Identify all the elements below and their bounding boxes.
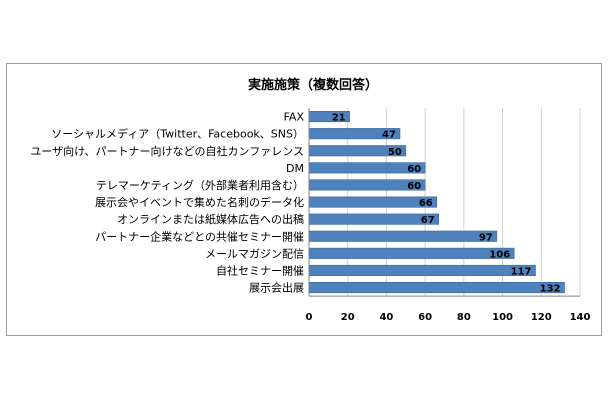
category-label: メールマガジン配信: [205, 247, 304, 260]
category-label: 自社セミナー開催: [216, 263, 304, 277]
data-label: 97: [479, 232, 493, 243]
data-label: 47: [382, 130, 396, 141]
x-tick-label: 140: [570, 312, 591, 323]
data-label: 60: [407, 181, 421, 192]
x-tick-label: 100: [492, 312, 513, 323]
category-label: ソーシャルメディア（Twitter、Facebook、SNS）: [51, 127, 304, 141]
category-label: テレマーケティング（外部業者利用含む）: [96, 178, 304, 192]
data-label: 117: [511, 266, 532, 277]
category-label: オンラインまたは紙媒体広告への出稿: [117, 212, 304, 226]
data-label: 60: [407, 164, 421, 175]
data-label: 106: [489, 249, 510, 260]
x-tick-label: 80: [457, 312, 471, 323]
data-label: 21: [332, 113, 346, 124]
x-tick-label: 40: [379, 312, 393, 323]
bar: [308, 230, 498, 242]
bar: [308, 282, 565, 294]
data-label: 50: [388, 147, 402, 158]
category-label: FAX: [284, 111, 305, 124]
bar: [308, 213, 439, 225]
data-label: 67: [421, 215, 435, 226]
axes: FAX ソーシャルメディア（Twitter、Facebook、SNS） ユーザ向け、…: [30, 108, 590, 323]
bar: [308, 264, 536, 276]
bar: [308, 196, 438, 208]
x-tick-label: 60: [418, 312, 432, 323]
category-label: パートナー企業などとの共催セミナー開催: [95, 229, 304, 243]
x-tick-label: 120: [531, 312, 552, 323]
data-label: 66: [419, 198, 433, 209]
category-label: 展示会出展: [249, 281, 304, 295]
category-label: DM: [286, 162, 304, 175]
category-label: 展示会やイベントで集めた名刺のデータ化: [95, 195, 304, 209]
bar: [308, 247, 515, 259]
x-tick-label: 20: [341, 312, 355, 323]
data-label: 132: [540, 284, 561, 295]
x-tick-label: 0: [306, 312, 313, 323]
chart-title: 実施施策（複数回答）: [248, 77, 378, 93]
category-label: ユーザ向け、パートナー向けなどの自社カンファレンス: [30, 144, 304, 158]
chart-frame: 実施施策（複数回答） 21 47 50 60 60 66 67 97 106 117 132 FAX…: [6, 63, 602, 336]
